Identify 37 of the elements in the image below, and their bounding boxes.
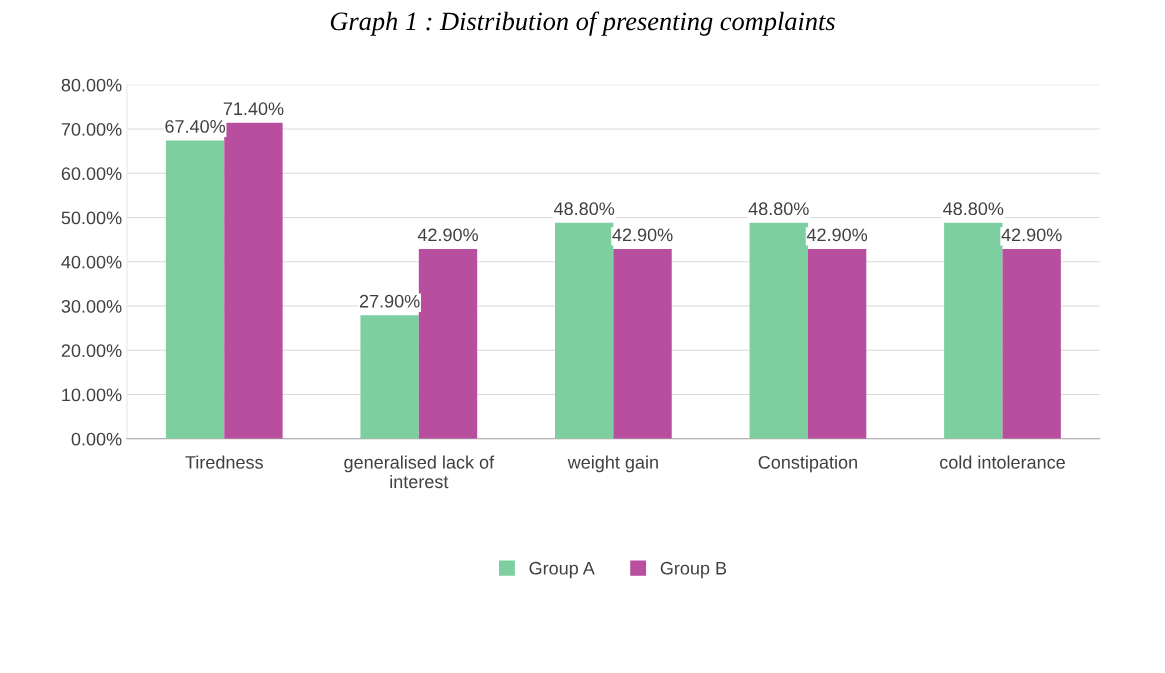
bar [613,248,672,439]
y-tick-label: 10.00% [62,388,122,402]
legend-label: Group B [660,561,727,579]
bar [360,315,419,439]
y-tick-label: 60.00% [61,167,122,181]
data-label: 48.80% [943,202,1004,216]
x-tick-label: Tiredness [185,455,263,469]
data-label: 67.40% [165,120,226,133]
bar [418,248,478,439]
bar [749,222,808,439]
bar [1002,248,1061,439]
bar [224,122,283,439]
data-label: 42.90% [806,228,868,242]
y-tick-label: 50.00% [61,211,122,225]
data-label: 42.90% [417,228,478,242]
x-tick-label: cold intolerance [940,455,1065,469]
legend-label: Group A [529,561,595,579]
y-tick-label: 30.00% [61,299,122,313]
x-tick-label: generalised lack of interest [344,455,495,489]
x-tick-label: weight gain [567,455,658,473]
bar [807,248,867,439]
y-tick-label: 0.00% [71,432,122,446]
data-label: 42.90% [1001,228,1062,242]
x-tick-label: Constipation [758,455,857,473]
y-tick-label: 70.00% [61,122,122,136]
data-label: 48.80% [748,202,809,216]
bar [944,222,1003,439]
y-tick-label: 80.00% [61,78,122,92]
bar [555,222,614,439]
y-tick-label: 20.00% [61,344,122,358]
chart-title: Graph 1 : Distribution of presenting complaints [330,11,835,36]
y-tick-label: 40.00% [61,255,122,269]
data-label: 71.40% [223,102,284,116]
data-label: 27.90% [359,294,420,308]
bar [165,140,225,439]
data-label: 48.80% [553,202,615,216]
data-label: 42.90% [612,228,673,242]
